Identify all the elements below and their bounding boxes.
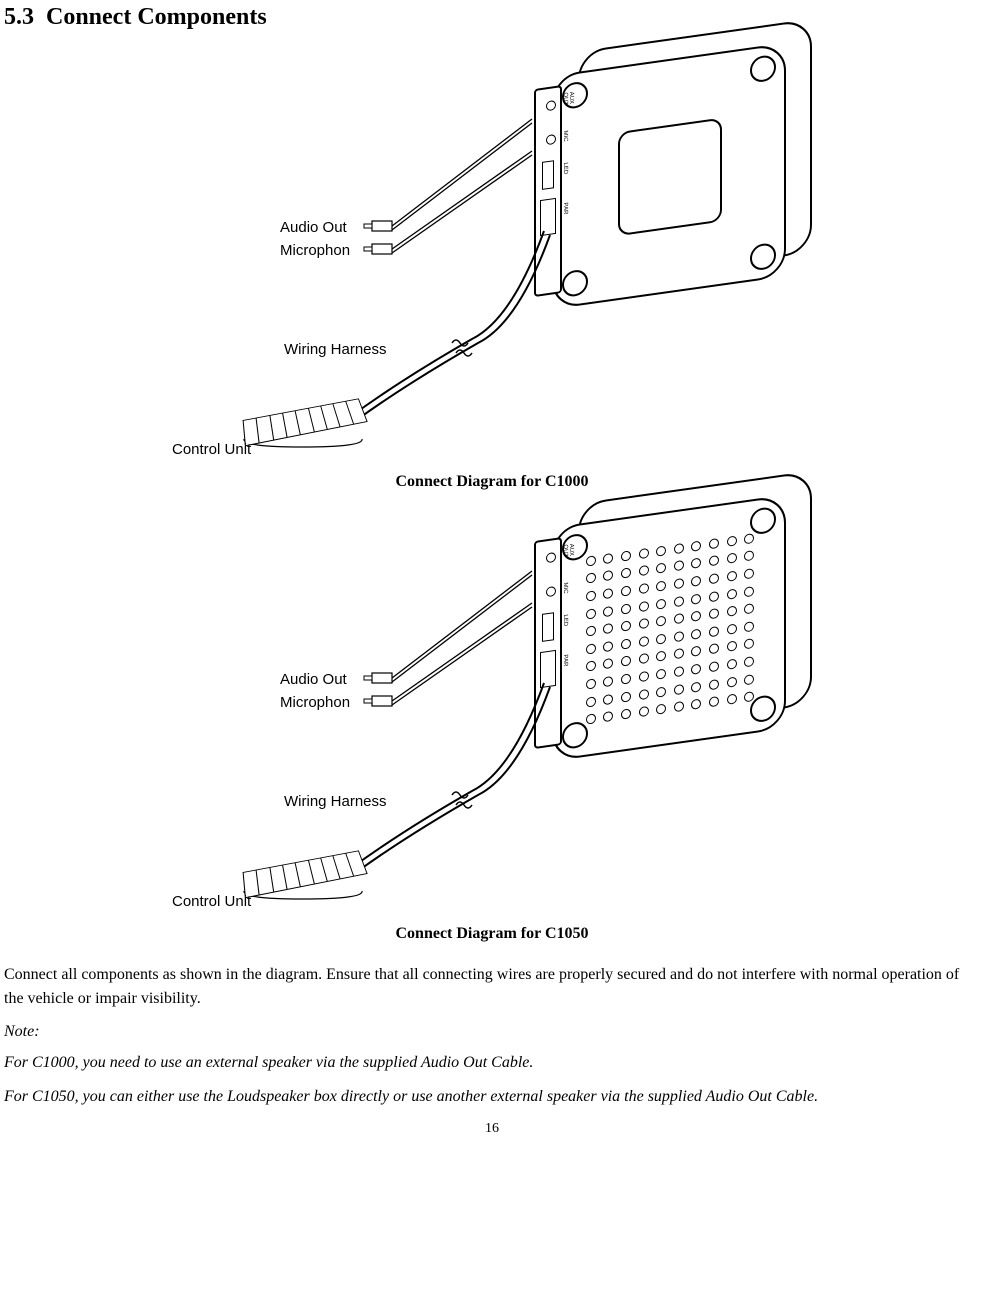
device-center-plate (618, 118, 722, 237)
diagram-label-control-unit: Control Unit (172, 893, 251, 910)
section-number: 5.3 (4, 4, 34, 30)
note-c1000: For C1000, you need to use an external s… (4, 1051, 980, 1075)
port-label: MIC (562, 582, 568, 594)
port-label: MIC (562, 130, 568, 142)
diagram-caption-c1000: Connect Diagram for C1000 (4, 473, 980, 491)
diagram-label-audio-out: Audio Out (280, 219, 347, 236)
port-label: AUX OUT (562, 543, 574, 557)
port-label: AUX OUT (562, 91, 574, 105)
diagram-label-wiring-harness: Wiring Harness (284, 341, 387, 358)
screw-hole-icon (750, 54, 776, 84)
port-slot-icon (540, 650, 556, 688)
port-label: LED (562, 162, 568, 175)
diagram-label-audio-out: Audio Out (280, 671, 347, 688)
port-slot-icon (542, 160, 554, 190)
control-unit-diagram (243, 850, 368, 898)
port-label: PAR (562, 202, 568, 215)
section-title: Connect Components (46, 4, 267, 30)
diagram-label-wiring-harness: Wiring Harness (284, 793, 387, 810)
control-unit-diagram (243, 398, 368, 446)
diagram-caption-c1050: Connect Diagram for C1050 (4, 925, 980, 943)
device-speaker-panel (552, 495, 786, 762)
diagram-c1000: AUX OUT MIC LED PAR (4, 59, 980, 459)
note-label: Note: (4, 1023, 980, 1041)
diagram-c1050: AUX OUT MIC LED PAR (4, 511, 980, 911)
port-label: PAR (562, 654, 568, 667)
diagram-label-microphone: Microphon (280, 242, 350, 259)
screw-hole-icon (750, 242, 776, 272)
port-slot-icon (540, 198, 556, 236)
body-paragraph: Connect all components as shown in the d… (4, 963, 980, 1011)
device-front-panel (552, 43, 786, 310)
note-c1050: For C1050, you can either use the Loudsp… (4, 1085, 980, 1109)
port-label: LED (562, 614, 568, 627)
speaker-grille (582, 528, 758, 729)
screw-hole-icon (562, 268, 588, 298)
section-heading: 5.3 Connect Components (4, 4, 980, 31)
diagram-label-microphone: Microphon (280, 694, 350, 711)
diagram-label-control-unit: Control Unit (172, 441, 251, 458)
port-slot-icon (542, 612, 554, 642)
page-number: 16 (4, 1121, 980, 1137)
